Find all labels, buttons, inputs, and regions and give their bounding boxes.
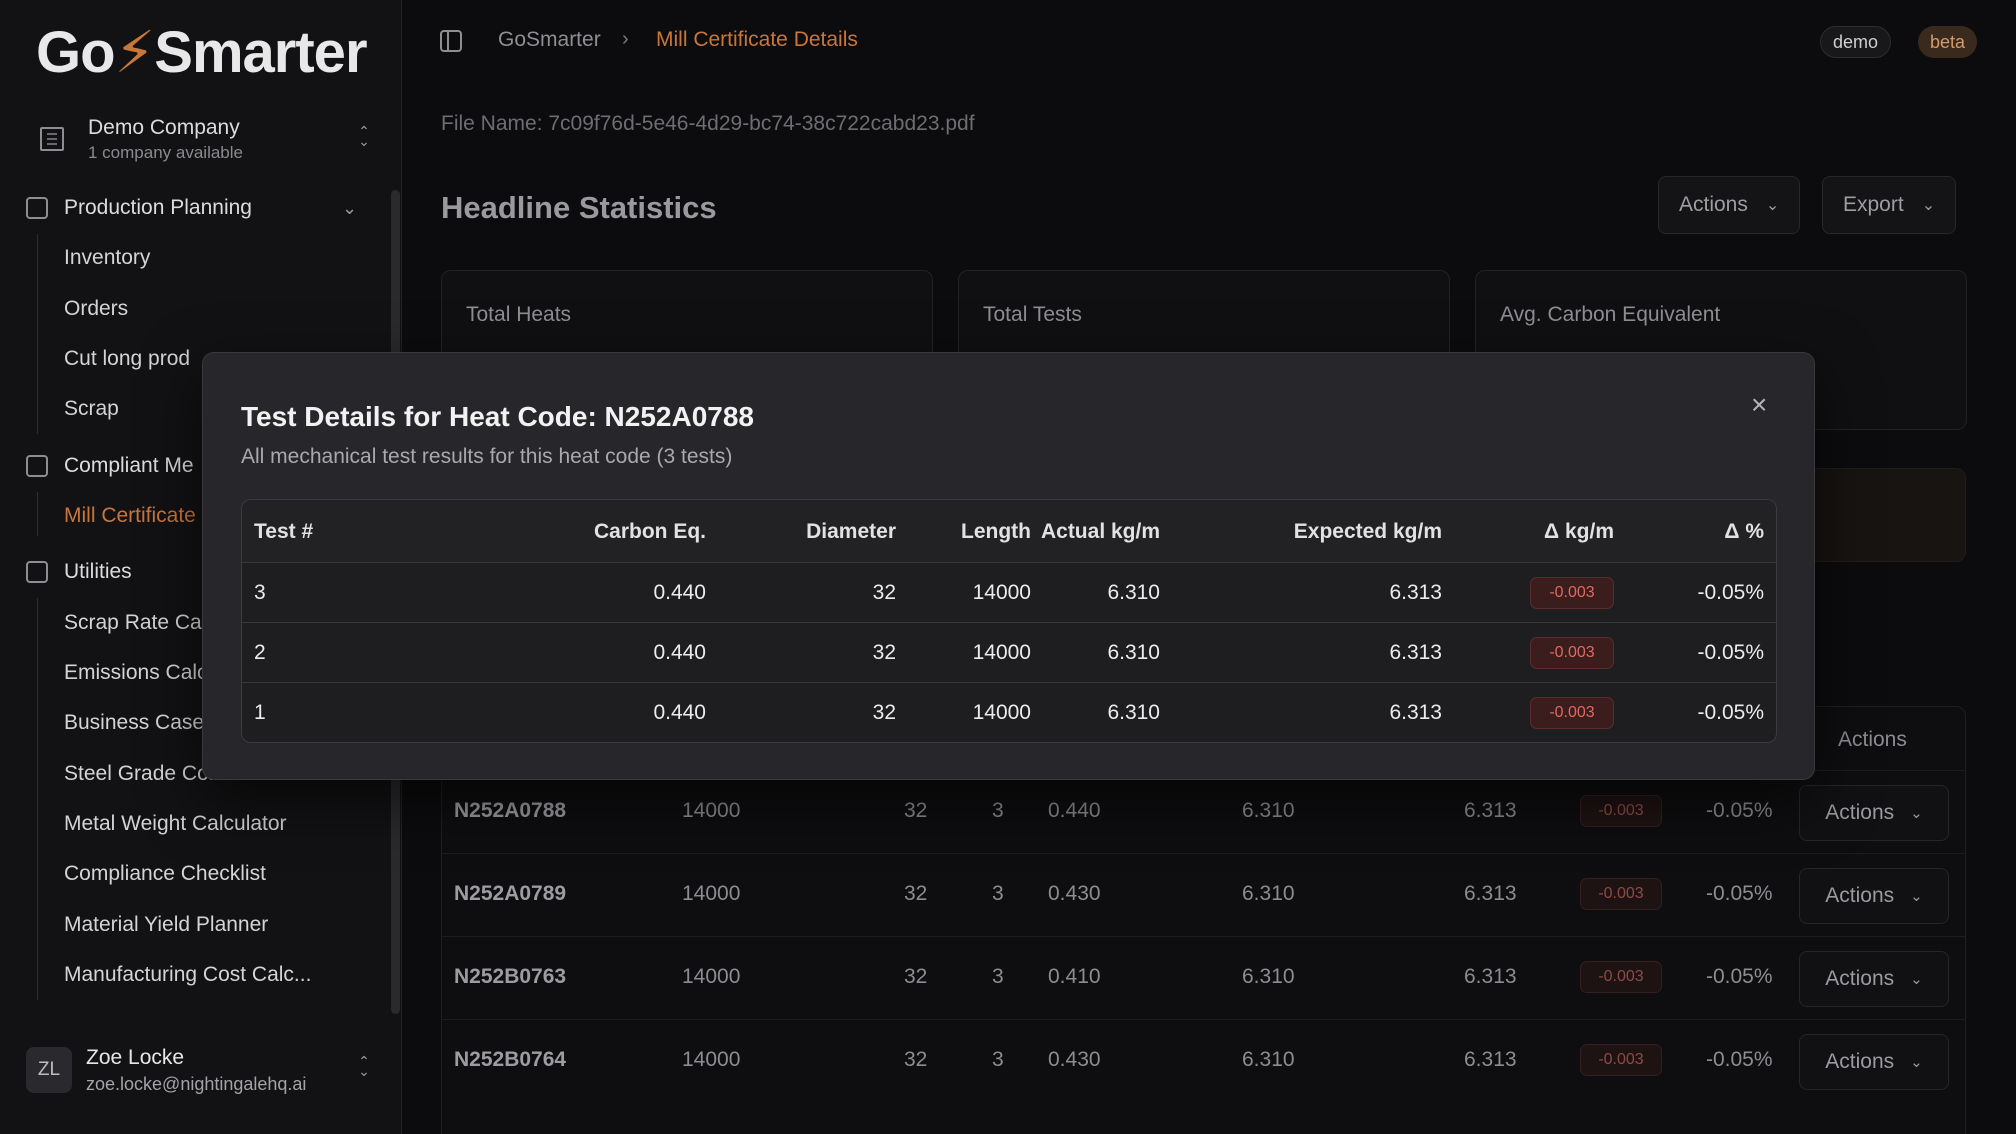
nav-item-mill-certificates[interactable]: Mill Certificate [64,504,196,527]
column-header-expected-kgm: Expected kg/m [1293,520,1442,543]
nav-item-compliance-checklist[interactable]: Compliance Checklist [64,862,266,885]
beta-badge: beta [1918,26,1978,58]
row-actions-button[interactable]: Actions ⌄ [1799,951,1949,1007]
nav-item-scrap[interactable]: Scrap [64,397,119,420]
column-header-carbon-eq: Carbon Eq. [593,520,706,543]
chevron-down-icon: ⌄ [342,197,358,218]
dialog-title: Test Details for Heat Code: N252A0788 [241,401,754,432]
chevron-down-icon: ⌄ [1765,197,1780,214]
table-row[interactable]: N252B0764 14000 32 3 0.430 6.310 6.313 -… [442,1019,1965,1102]
nav-section-compliance[interactable]: Compliant Me [26,454,194,478]
company-switcher[interactable]: Demo Company 1 company available ⌃ ⌄ [26,108,382,170]
page-title: Headline Statistics [441,190,717,225]
column-header-diameter: Diameter [806,520,896,543]
nav-tree-line [37,234,38,434]
calculator-icon [26,561,48,583]
row-actions-button[interactable]: Actions ⌄ [1799,1034,1949,1090]
nav-tree-line [37,492,38,536]
table-row: 2 0.440 32 14000 6.310 6.313 -0.003 -0.0… [242,622,1776,682]
building-icon [40,127,64,151]
delta-badge: -0.003 [1530,697,1614,729]
column-header-test-number: Test # [254,520,314,543]
table-row: 3 0.440 32 14000 6.310 6.313 -0.003 -0.0… [242,562,1776,622]
delta-badge: -0.003 [1580,878,1662,910]
table-row: 1 0.440 32 14000 6.310 6.313 -0.003 -0.0… [242,682,1776,742]
export-button[interactable]: Export ⌄ [1822,176,1957,234]
chevron-down-icon: ⌄ [1910,971,1923,988]
nav-section-utilities[interactable]: Utilities [26,560,132,584]
delta-badge: -0.003 [1580,961,1662,993]
delta-badge: -0.003 [1530,577,1614,609]
breadcrumb-root[interactable]: GoSmarter [498,28,601,51]
box-icon [26,197,48,219]
nav-item-scrap-rate-calculator[interactable]: Scrap Rate Cal [64,611,207,634]
document-icon [26,455,48,477]
delta-badge: -0.003 [1580,1044,1662,1076]
table-header: Test # Carbon Eq. Diameter Length Actual… [242,500,1776,562]
user-email: zoe.locke@nightingalehq.ai [86,1073,307,1094]
row-actions-button[interactable]: Actions ⌄ [1799,868,1949,924]
table-row[interactable]: N252A0788 14000 32 3 0.440 6.310 6.313 -… [442,770,1965,853]
nav-item-emissions-calculator[interactable]: Emissions Calc [64,661,208,684]
actions-button[interactable]: Actions ⌄ [1658,176,1801,234]
file-name: File Name: 7c09f76d-5e46-4d29-bc74-38c72… [441,112,975,135]
table-row[interactable]: N252A0789 14000 32 3 0.430 6.310 6.313 -… [442,853,1965,936]
demo-badge: demo [1820,26,1892,58]
delta-badge: -0.003 [1530,637,1614,669]
company-name: Demo Company [88,115,240,139]
gosmarter-logo[interactable]: Go⚡Smarter [36,20,368,85]
test-details-table: Test # Carbon Eq. Diameter Length Actual… [241,499,1777,743]
company-count: 1 company available [88,142,243,162]
nav-item-material-yield-planner[interactable]: Material Yield Planner [64,913,269,936]
sidebar-toggle-icon[interactable] [440,30,462,52]
user-name: Zoe Locke [86,1045,185,1069]
dialog-description: All mechanical test results for this hea… [241,445,733,468]
column-header-length: Length [961,520,1031,543]
column-header-delta-kgm: Δ kg/m [1544,520,1614,543]
column-header-delta-pct: Δ % [1724,520,1764,543]
chevron-right-icon: › [622,28,629,50]
nav-item-manufacturing-cost-calculator[interactable]: Manufacturing Cost Calc... [64,963,312,986]
nav-item-business-case[interactable]: Business Case [64,711,205,734]
test-details-dialog: Test Details for Heat Code: N252A0788 Al… [202,352,1815,780]
nav-tree-line [37,598,38,1000]
chevron-down-icon: ⌄ [1910,888,1923,905]
breadcrumb-current: Mill Certificate Details [656,28,858,51]
table-row[interactable]: N252B0763 14000 32 3 0.410 6.310 6.313 -… [442,936,1965,1019]
column-header-actions: Actions [1838,728,1907,751]
chevrons-up-down-icon: ⌃ ⌄ [358,123,370,149]
nav-item-metal-weight-calculator[interactable]: Metal Weight Calculator [64,812,287,835]
row-actions-button[interactable]: Actions ⌄ [1799,785,1949,841]
close-icon[interactable]: × [1751,389,1768,420]
chevron-down-icon: ⌄ [1910,805,1923,822]
user-menu[interactable]: ZL Zoe Locke zoe.locke@nightingalehq.ai … [26,1040,382,1100]
chevrons-up-down-icon: ⌃ ⌄ [358,1053,370,1079]
nav-item-cut-long-products[interactable]: Cut long prod [64,347,191,370]
avatar: ZL [26,1047,72,1093]
nav-item-orders[interactable]: Orders [64,297,129,320]
nav-item-inventory[interactable]: Inventory [64,246,151,269]
nav-section-production-planning[interactable]: Production Planning ⌄ [26,196,357,220]
column-header-actual-kgm: Actual kg/m [1040,520,1160,543]
delta-badge: -0.003 [1580,795,1662,827]
chevron-down-icon: ⌄ [1910,1054,1923,1071]
chevron-down-icon: ⌄ [1921,197,1936,214]
